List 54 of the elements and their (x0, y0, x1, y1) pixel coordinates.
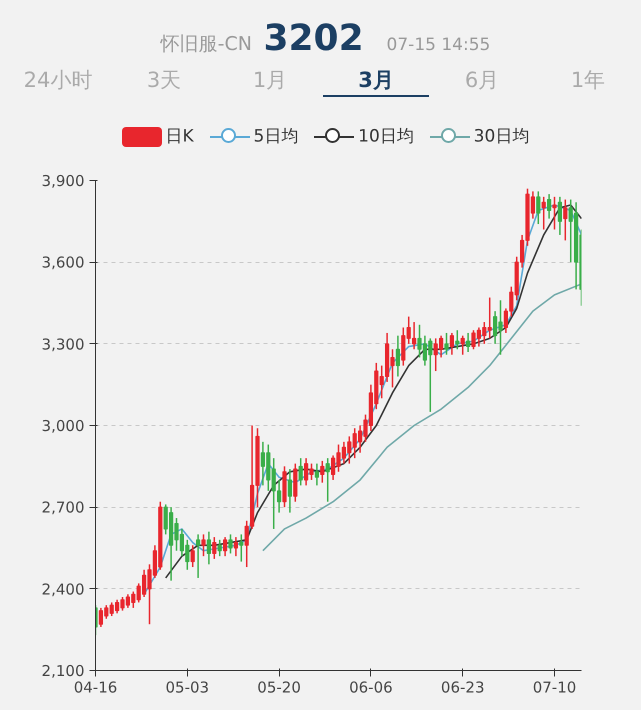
candlestick (552, 196, 557, 230)
candlestick (222, 536, 228, 557)
candlestick (450, 332, 454, 356)
chart-subtitle: 3202 (263, 18, 364, 59)
candlestick (455, 329, 460, 350)
candlestick (212, 536, 216, 560)
text: 3月 (323, 65, 429, 97)
y-tick-label: 2,100 (42, 662, 85, 680)
legend-label: 10日均 (358, 127, 414, 147)
candlestick (228, 534, 233, 554)
legend-label: 日K (166, 127, 194, 147)
candlestick (196, 534, 200, 579)
candlestick (542, 196, 546, 230)
candlestick (558, 196, 562, 236)
text: 1年 (570, 67, 606, 94)
candlestick (563, 198, 568, 242)
x-tick-label: 07-10 (532, 678, 576, 696)
line-series (262, 283, 582, 552)
y-tick-label: 3,900 (42, 172, 85, 190)
legend-label: 30日均 (474, 127, 530, 147)
y-tick-label: 3,600 (42, 254, 85, 272)
candlestick (201, 534, 206, 557)
candlestick (320, 460, 324, 484)
y-tick-label: 2,700 (42, 498, 85, 517)
x-tick-label: 06-23 (440, 678, 484, 696)
candlestick (460, 334, 465, 356)
chart-title: 怀旧服-CN (160, 33, 252, 55)
candlestick (218, 539, 222, 557)
y-tick-label: 3,000 (42, 417, 85, 435)
x-tick-label: 05-20 (257, 678, 301, 696)
x-tick-label: 06-06 (349, 678, 393, 696)
candlestick (288, 468, 292, 514)
candlestick (546, 193, 552, 220)
candlestick (314, 462, 320, 486)
text: 3天 (146, 67, 182, 94)
candlestick (298, 457, 303, 486)
y-tick-label: 3,300 (42, 335, 85, 354)
candlestick (536, 190, 540, 225)
candlestick (396, 334, 400, 378)
text: 07-15 14:55 (386, 35, 490, 55)
candlestick (234, 536, 238, 557)
candlestick (444, 332, 449, 356)
candlestick (326, 457, 330, 502)
text: 6月 (464, 67, 500, 94)
x-tick-label: 04-16 (74, 678, 118, 696)
candlestick (190, 544, 195, 568)
candlestick (466, 332, 470, 353)
text: 24小时 (22, 67, 94, 94)
candlestick (206, 530, 212, 566)
y-tick-label: 2,400 (42, 580, 85, 598)
legend-label: 5日均 (254, 127, 298, 147)
text: 1月 (252, 67, 288, 94)
candlestick (239, 534, 244, 562)
x-tick-label: 05-03 (166, 678, 210, 696)
